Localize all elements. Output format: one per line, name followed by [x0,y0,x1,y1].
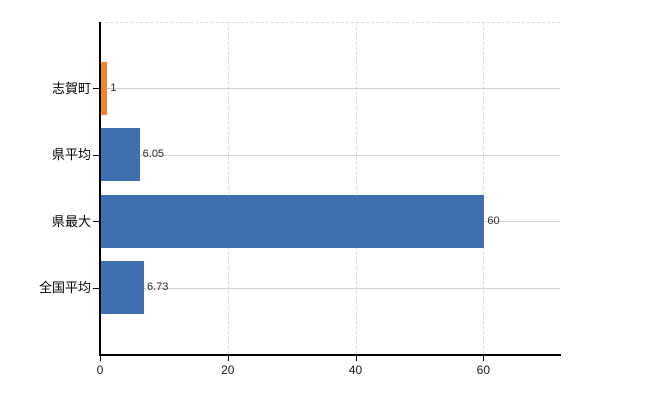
x-axis-tick [100,356,101,361]
x-axis-tick-label: 60 [476,363,491,377]
vertical-gridline [227,22,229,354]
bar-value-label: 60 [487,214,500,227]
category-axis-label: 県平均 [51,147,91,163]
bar [101,261,144,315]
vertical-gridline [355,22,357,354]
bar [101,194,485,248]
vertical-gridline [483,22,485,354]
category-tick [93,88,99,90]
horizontal-gridline [100,287,560,289]
bar-value-label: 6.73 [146,281,169,294]
x-axis-tick [483,356,485,361]
horizontal-gridline [100,88,560,90]
category-axis-label: 県最大 [51,213,91,229]
x-axis-line [99,354,561,356]
x-axis-tick-label: 0 [96,363,104,377]
bar [101,128,140,182]
category-tick [93,287,99,289]
y-axis-line [99,22,101,354]
category-tick [93,221,99,223]
x-axis-tick [227,356,229,361]
bar [101,61,108,115]
plot-top-border [100,22,560,23]
category-axis-label: 全国平均 [38,280,91,296]
x-axis-tick [355,356,357,361]
category-tick [93,154,99,156]
category-axis-label: 志賀町 [51,80,91,96]
bar-value-label: 6.05 [142,148,165,161]
x-axis-tick-label: 40 [348,363,363,377]
bar-value-label: 1 [110,81,117,94]
x-axis-tick-label: 20 [221,363,235,377]
horizontal-gridline [100,154,560,156]
